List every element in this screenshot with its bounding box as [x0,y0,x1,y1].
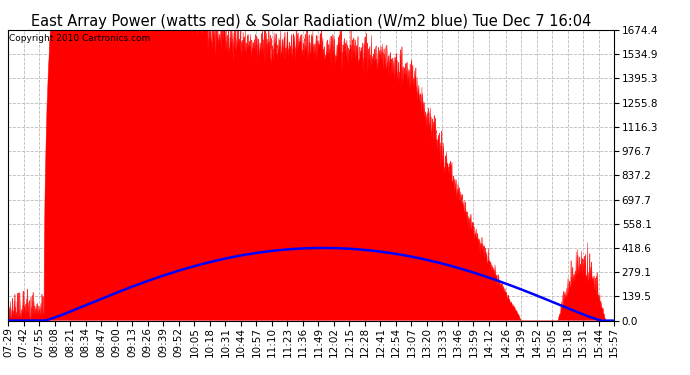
Title: East Array Power (watts red) & Solar Radiation (W/m2 blue) Tue Dec 7 16:04: East Array Power (watts red) & Solar Rad… [31,14,591,29]
Text: Copyright 2010 Cartronics.com: Copyright 2010 Cartronics.com [10,34,150,44]
